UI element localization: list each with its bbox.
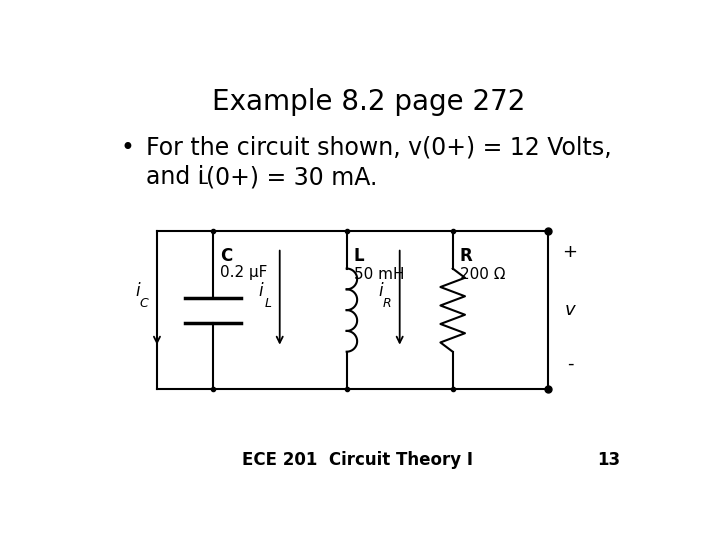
Text: R: R <box>460 247 473 265</box>
Text: i: i <box>135 282 140 300</box>
Text: C: C <box>140 298 148 310</box>
Text: 0.2 μF: 0.2 μF <box>220 265 267 280</box>
Text: L: L <box>197 170 207 188</box>
Text: R: R <box>383 298 392 310</box>
Text: Example 8.2 page 272: Example 8.2 page 272 <box>212 88 526 116</box>
Text: L: L <box>264 298 271 310</box>
Text: 13: 13 <box>598 451 621 469</box>
Text: v: v <box>564 301 575 319</box>
Text: C: C <box>220 247 233 265</box>
Text: 200 Ω: 200 Ω <box>460 267 505 282</box>
Text: i: i <box>378 282 383 300</box>
Text: For the circuit shown, v(0+) = 12 Volts,: For the circuit shown, v(0+) = 12 Volts, <box>145 136 611 160</box>
Text: •: • <box>121 136 135 160</box>
Text: +: + <box>562 243 577 261</box>
Text: ECE 201  Circuit Theory I: ECE 201 Circuit Theory I <box>243 451 473 469</box>
Text: L: L <box>354 247 364 265</box>
Text: and i: and i <box>145 165 204 189</box>
Text: (0+) = 30 mA.: (0+) = 30 mA. <box>205 165 377 189</box>
Text: i: i <box>258 282 263 300</box>
Text: 50 mH: 50 mH <box>354 267 405 282</box>
Text: -: - <box>567 355 573 373</box>
